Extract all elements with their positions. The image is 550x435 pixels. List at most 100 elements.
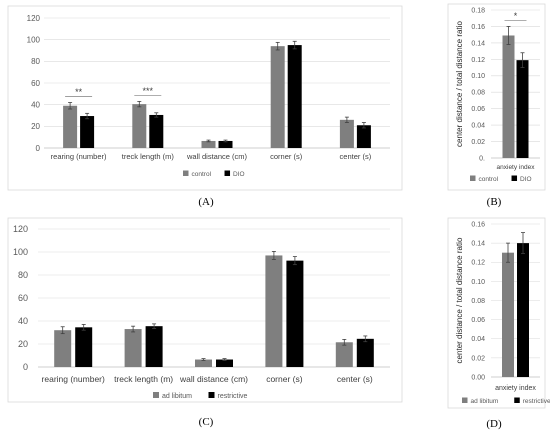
y-tick-label: 0.18 — [471, 7, 485, 14]
chart-panel: 0 20 40 60 80 100 120 rearing (number) treck len… — [7, 217, 403, 428]
legend-label: DIO — [520, 176, 532, 183]
y-tick-label: 0.12 — [471, 57, 485, 64]
significance-marker: * — [514, 11, 518, 21]
y-tick-label: 0.02 — [471, 355, 485, 362]
y-tick-label: 0.08 — [471, 90, 485, 97]
y-tick-label: 0.06 — [471, 317, 485, 324]
y-tick-label: 0 — [23, 362, 28, 372]
legend-swatch — [470, 175, 476, 181]
legend-swatch — [511, 175, 518, 181]
x-category-label: treck length (m) — [114, 374, 173, 384]
bar — [339, 119, 354, 148]
y-tick-label: 60 — [31, 79, 40, 88]
bar — [517, 243, 529, 377]
bar — [124, 329, 142, 367]
bar — [149, 114, 164, 148]
panel-frame — [7, 5, 403, 191]
panel-label: (C) — [199, 416, 214, 428]
bar — [80, 116, 95, 148]
legend-label: restrictive — [218, 393, 248, 400]
y-axis-label: center distance / total distance ratio — [455, 21, 464, 147]
significance-marker: *** — [143, 86, 154, 96]
y-tick-label: 0.12 — [471, 260, 485, 267]
bar — [216, 359, 233, 367]
panel-label: (B) — [487, 196, 502, 208]
x-category-label: corner (s) — [266, 374, 303, 384]
panel-frame — [7, 217, 403, 403]
bar — [287, 45, 302, 149]
chart-panel: 0.00 0.02 0.04 0.06 0.08 0.10 0.12 0.14 0.16 cent… — [447, 217, 550, 430]
y-tick-label: 0.14 — [471, 40, 485, 47]
bar — [145, 326, 163, 367]
chart-panel: 0. 0.02 0.04 0.06 0.08 0.10 0.12 0.14 0.16 0.18 ce… — [447, 3, 546, 208]
y-tick-label: 0.04 — [471, 336, 485, 343]
legend-label: ad libitum — [471, 398, 499, 405]
chart-panel: 0 20 40 60 80 100 120 rearing (number) ** treck l… — [7, 5, 403, 208]
y-tick-label: 0.10 — [471, 73, 485, 80]
legend-swatch — [183, 170, 189, 176]
legend-swatch — [462, 397, 468, 403]
y-tick-label: 120 — [27, 14, 41, 23]
y-tick-label: 0.08 — [471, 298, 485, 305]
x-category-label: center (s) — [337, 374, 373, 384]
bar — [218, 140, 233, 148]
y-tick-label: 0.02 — [471, 139, 485, 146]
legend-label: DIO — [233, 171, 245, 178]
legend-swatch — [208, 392, 215, 398]
y-tick-label: 40 — [18, 316, 28, 326]
y-tick-label: 100 — [13, 247, 28, 257]
y-tick-label: 120 — [13, 224, 28, 234]
x-category-label: corner (s) — [270, 152, 303, 161]
legend-label: ad libitum — [162, 393, 192, 400]
bar — [54, 330, 72, 367]
panel-frame — [447, 3, 546, 191]
y-tick-label: 0.14 — [471, 241, 485, 248]
y-tick-label: 0.10 — [471, 279, 485, 286]
panel-label: (A) — [198, 196, 214, 208]
bar — [270, 46, 285, 148]
legend-label: control — [479, 176, 499, 183]
y-tick-label: 80 — [18, 270, 28, 280]
x-category-label: center (s) — [340, 152, 372, 161]
y-tick-label: 0.00 — [471, 374, 485, 381]
x-category-label: anxiety index — [495, 385, 536, 392]
bar — [356, 338, 374, 367]
bar — [286, 260, 304, 367]
y-tick-label: 20 — [31, 122, 40, 131]
x-category-label: rearing (number) — [42, 374, 105, 384]
y-tick-label: 60 — [18, 293, 28, 303]
y-tick-label: 0 — [36, 144, 41, 153]
bar — [265, 255, 283, 367]
x-category-label: anxiety index — [497, 164, 536, 171]
y-tick-label: 0.04 — [471, 123, 485, 130]
legend-swatch — [153, 392, 159, 398]
x-category-label: rearing (number) — [51, 152, 107, 161]
y-tick-label: 40 — [31, 100, 40, 109]
bar — [201, 140, 216, 148]
bar — [63, 105, 78, 148]
bar — [502, 252, 514, 377]
x-category-label: wall distance (cm) — [186, 152, 248, 161]
x-category-label: wall distance (cm) — [179, 374, 248, 384]
panel-frame — [447, 217, 546, 409]
y-axis-label: center distance / total distance ratio — [455, 237, 464, 363]
y-tick-label: 0.16 — [471, 221, 485, 228]
y-tick-label: 0.16 — [471, 24, 485, 31]
y-tick-label: 0.06 — [471, 106, 485, 113]
bar — [195, 359, 212, 367]
y-tick-label: 100 — [27, 35, 41, 44]
bar — [132, 104, 147, 148]
x-category-label: treck length (m) — [122, 152, 175, 161]
legend-label: control — [192, 171, 212, 178]
bar — [356, 125, 371, 148]
y-tick-label: 80 — [31, 57, 40, 66]
significance-marker: ** — [75, 87, 83, 97]
y-tick-label: 0. — [479, 155, 485, 162]
bar — [75, 327, 93, 367]
y-tick-label: 20 — [18, 339, 28, 349]
bar — [516, 60, 529, 158]
bar — [502, 35, 515, 158]
legend-swatch — [514, 397, 520, 403]
legend-swatch — [224, 170, 231, 176]
